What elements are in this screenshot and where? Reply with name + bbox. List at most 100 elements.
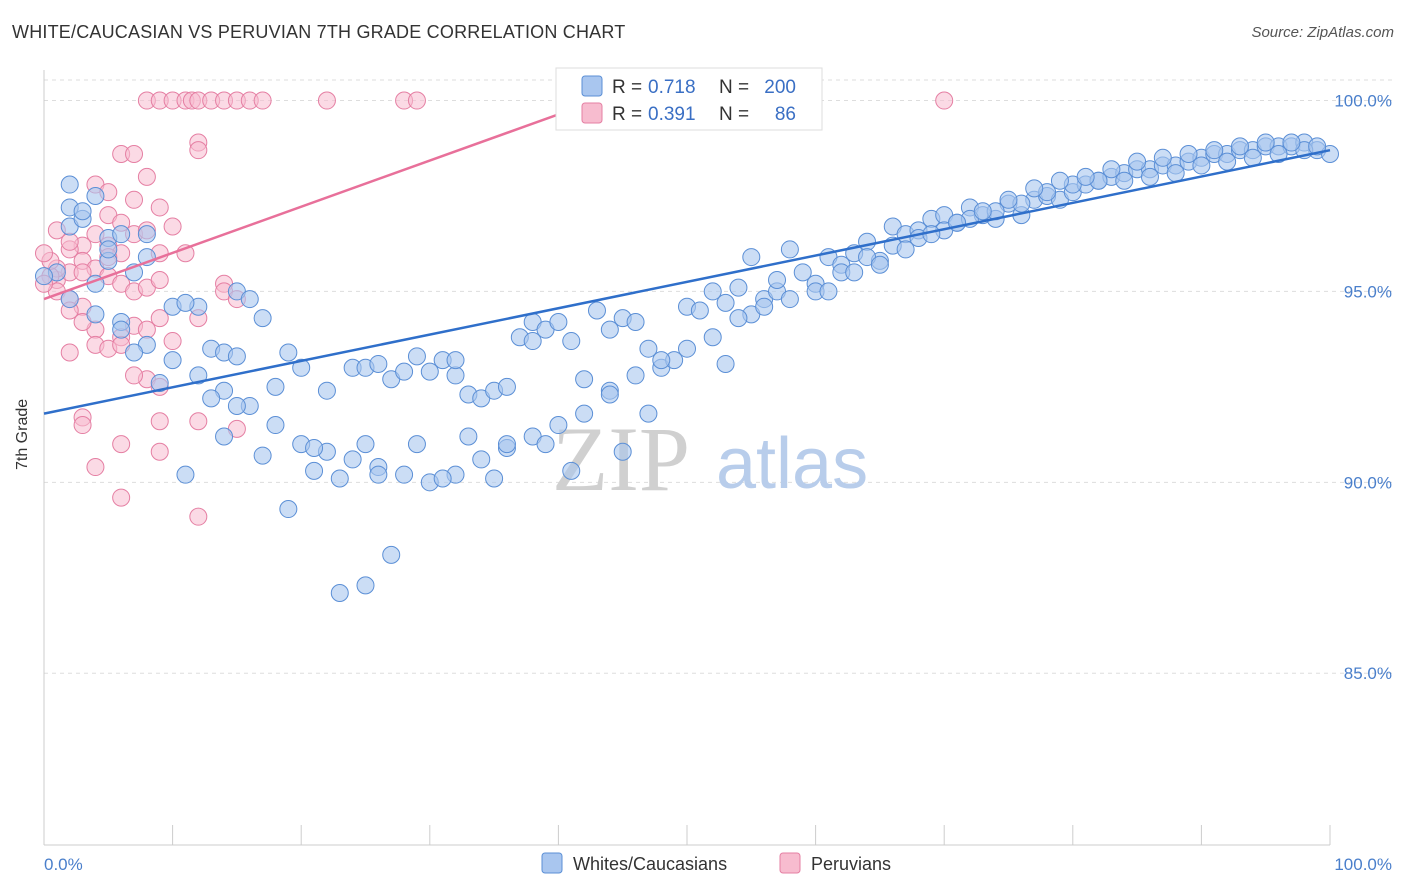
whites-point (1140, 167, 1159, 186)
peruvians-point (60, 343, 79, 362)
peruvians-point (125, 144, 144, 163)
watermark: ZIP atlas (552, 408, 868, 510)
whites-point (678, 339, 696, 358)
whites-point (497, 377, 516, 396)
whites-point (330, 469, 349, 488)
whites-point (407, 435, 426, 454)
whites-point (472, 450, 491, 469)
whites-point (1153, 148, 1172, 167)
whites-point (1102, 160, 1121, 179)
whites-point (1179, 144, 1198, 163)
peruvians-point (189, 141, 208, 160)
whites-point (973, 202, 992, 221)
peruvians-point (935, 91, 954, 110)
whites-point (215, 427, 234, 446)
chart-source: Source: ZipAtlas.com (1251, 24, 1394, 41)
whites-point (780, 240, 799, 259)
x-tick-label-max: 100.0% (1334, 855, 1392, 874)
bottom-legend-blue-swatch (541, 852, 563, 874)
x-tick-label-min: 0.0% (44, 855, 83, 874)
whites-point (356, 576, 375, 595)
chart-title: WHITE/CAUCASIAN VS PERUVIAN 7TH GRADE CO… (12, 22, 626, 42)
whites-point (870, 255, 889, 274)
whites-point (395, 362, 414, 381)
peruvians-point (407, 91, 426, 110)
whites-point (86, 186, 105, 205)
whites-point (549, 416, 568, 435)
whites-point (999, 190, 1018, 209)
whites-points (35, 133, 1339, 603)
stats-legend: R = 0.718 N = 200 R = 0.391 N = 86 (555, 67, 823, 131)
whites-point (369, 465, 388, 484)
whites-point (536, 435, 555, 454)
legend-blue-n-label: N = (719, 77, 749, 98)
whites-point (716, 354, 735, 373)
whites-point (35, 267, 53, 286)
legend-pink-swatch (581, 102, 603, 124)
whites-point (1308, 137, 1327, 156)
legend-blue-swatch (581, 75, 603, 97)
whites-point (459, 427, 478, 446)
bottom-legend-blue-label: Whites/Caucasians (573, 854, 727, 874)
whites-point (1230, 137, 1249, 156)
whites-point (202, 389, 221, 408)
legend-blue-r-value: 0.718 (648, 77, 696, 98)
whites-point (279, 500, 298, 519)
whites-point (896, 240, 915, 259)
whites-point (562, 461, 581, 480)
peruvians-trend-line (43, 99, 598, 301)
whites-point (99, 240, 118, 259)
whites-point (163, 351, 182, 370)
whites-trend-line (43, 148, 1331, 415)
whites-point (729, 278, 748, 297)
whites-point (497, 435, 516, 454)
whites-point (150, 374, 169, 393)
axes (43, 70, 1331, 846)
whites-point (305, 461, 324, 480)
whites-point (446, 366, 465, 385)
whites-point (845, 263, 864, 282)
whites-point (742, 248, 761, 267)
whites-point (227, 396, 246, 415)
whites-point (858, 232, 877, 251)
whites-point (639, 404, 658, 423)
whites-point (703, 282, 722, 301)
whites-point (176, 293, 195, 312)
whites-point (1076, 167, 1095, 186)
bottom-legend-pink-swatch (779, 852, 801, 874)
whites-point (240, 290, 259, 309)
peruvians-point (317, 91, 336, 110)
whites-point (227, 347, 246, 366)
y-tick-label: 100.0% (1334, 92, 1392, 111)
whites-point (485, 469, 504, 488)
whites-point (1166, 164, 1185, 183)
peruvians-point (163, 332, 182, 351)
whites-point (369, 354, 388, 373)
whites-point (613, 442, 632, 461)
whites-point (755, 297, 774, 316)
whites-point (266, 377, 285, 396)
legend-pink-n-label: N = (719, 104, 749, 125)
whites-point (626, 366, 645, 385)
y-tick-labels: 85.0% 90.0% 95.0% 100.0% (1334, 92, 1392, 684)
whites-point (729, 309, 748, 328)
peruvians-point (150, 198, 169, 217)
whites-point (1205, 141, 1224, 160)
x-tick-labels: 0.0% 100.0% (44, 855, 1392, 874)
whites-point (1128, 152, 1147, 171)
whites-point (652, 351, 671, 370)
peruvians-point (125, 190, 144, 209)
whites-point (446, 351, 465, 370)
whites-point (600, 320, 619, 339)
trend-lines (43, 99, 1331, 415)
whites-point (382, 545, 401, 564)
legend-blue-r-label: R = (612, 77, 642, 98)
whites-point (433, 469, 452, 488)
peruvians-point (189, 412, 208, 431)
whites-point (1269, 144, 1288, 163)
whites-point (60, 175, 79, 194)
peruvians-point (35, 244, 53, 263)
whites-point (266, 416, 285, 435)
peruvians-point (189, 507, 208, 526)
